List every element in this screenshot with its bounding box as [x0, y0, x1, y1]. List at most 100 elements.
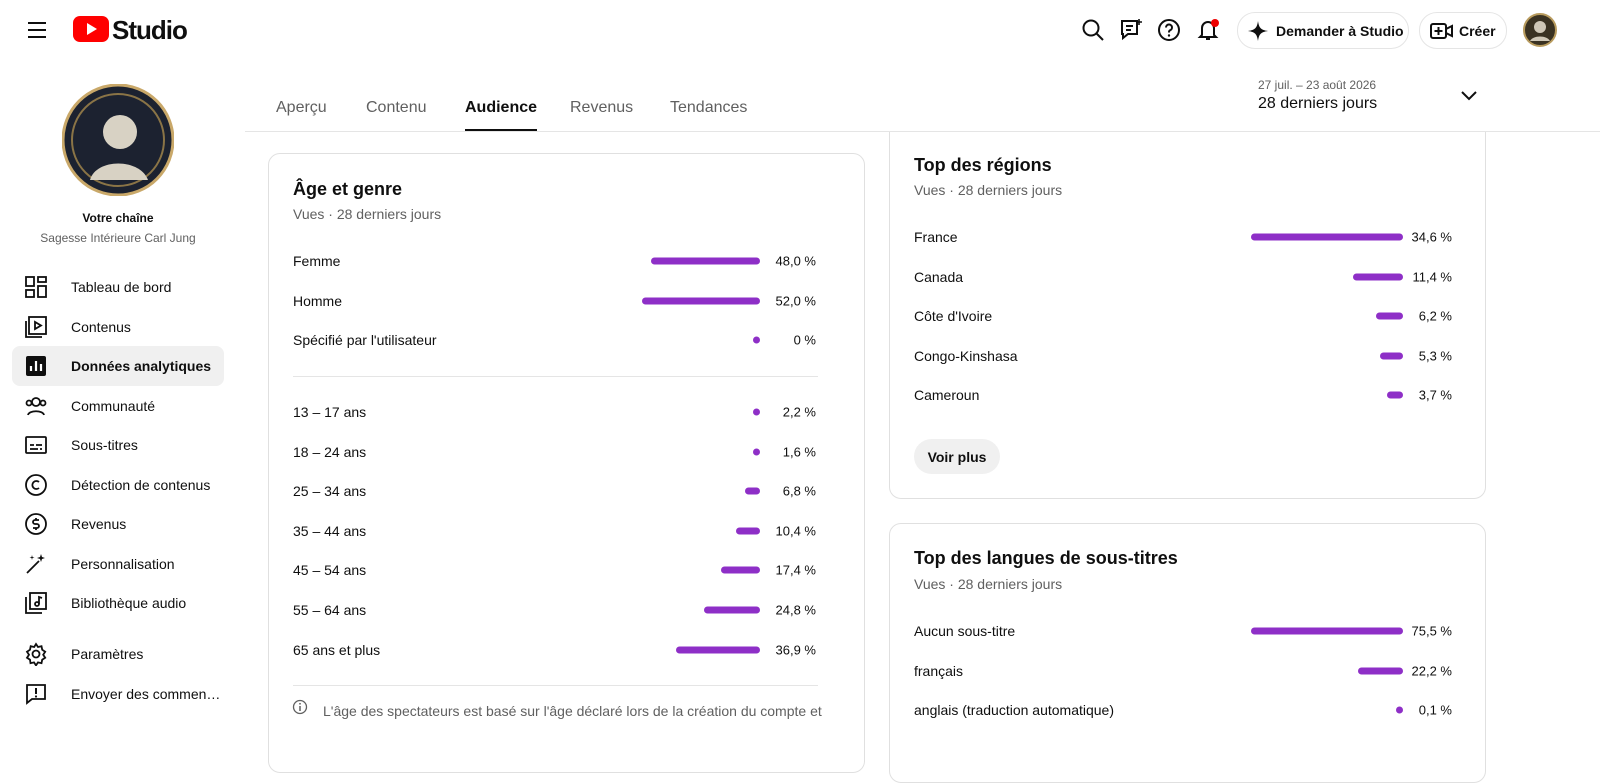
nav-icon [26, 553, 45, 574]
separator [293, 376, 818, 377]
tab-underline [465, 129, 537, 132]
tab[interactable]: Contenu [366, 99, 427, 116]
card-title: Top des langues de sous-titres [914, 548, 1178, 568]
row-value: 6,2 % [1418, 308, 1452, 324]
nav-icon [25, 642, 47, 666]
bar [736, 527, 760, 535]
nav-item[interactable]: Détection de contenus [71, 476, 211, 493]
row-label: France [914, 229, 958, 245]
row-label: Canada [914, 268, 964, 285]
tab[interactable]: Tendances [670, 99, 748, 116]
nav-icon [25, 592, 47, 614]
nav-item[interactable]: Contenus [71, 318, 131, 335]
row-value: 2,2 % [782, 404, 816, 420]
row-value: 24,8 % [775, 602, 816, 618]
bar [1375, 312, 1403, 320]
nav-item[interactable]: Personnalisation [71, 555, 175, 572]
row-label: français [914, 662, 964, 679]
date-range-dates: 27 juil. – 23 août 2026 [1258, 78, 1377, 92]
bar [753, 336, 760, 344]
logo-text[interactable]: Studio [112, 15, 188, 45]
info-icon [292, 699, 308, 715]
menu-button[interactable] [26, 20, 48, 40]
bar [1251, 627, 1403, 635]
languages-card: Top des langues de sous-titres Vues · 28 … [889, 523, 1486, 783]
tab-divider [245, 131, 1600, 132]
bar [1352, 273, 1403, 281]
bar [1386, 391, 1403, 399]
row-label: 13 – 17 ans [293, 404, 367, 420]
card-title: Top des régions [914, 155, 1052, 175]
nav-icon [25, 276, 47, 298]
nav-item[interactable]: Sous-titres [71, 437, 138, 453]
nav-icon [26, 356, 46, 376]
nav-item[interactable]: Données analytiques [71, 358, 212, 374]
logo-icon[interactable] [73, 16, 109, 42]
bar [1358, 667, 1403, 675]
channel-name: Sagesse Intérieure Carl Jung [40, 231, 196, 245]
date-range-label[interactable]: 28 derniers jours [1258, 95, 1378, 112]
bar [753, 408, 760, 416]
row-value: 22,2 % [1411, 663, 1452, 679]
bar [703, 606, 760, 614]
tab[interactable]: Revenus [570, 99, 634, 116]
row-value: 11,4 % [1412, 269, 1452, 285]
bar [753, 448, 760, 456]
row-label: Cameroun [914, 387, 980, 404]
nav-item[interactable]: Envoyer des commen… [71, 686, 221, 702]
bar [1379, 352, 1403, 360]
bar [1251, 233, 1403, 241]
bar [651, 257, 760, 265]
row-label: Spécifié par l'utilisateur [293, 332, 437, 349]
notifications-button[interactable] [1196, 17, 1222, 43]
row-label: anglais (traduction automatique) [914, 702, 1115, 719]
see-more-button[interactable]: Voir plus [914, 439, 1000, 474]
card-title: Âge et genre [293, 179, 403, 199]
bar [1396, 706, 1403, 714]
create-icon [1430, 23, 1453, 39]
row-value: 48,0 % [775, 253, 816, 269]
row-label: 45 – 54 ans [293, 562, 367, 579]
row-label: Congo-Kinshasa [914, 347, 1018, 364]
nav-icon [25, 513, 47, 535]
account-avatar[interactable] [1523, 13, 1557, 47]
channel-label: Votre chaîne [82, 211, 154, 225]
nav-item[interactable]: Communauté [71, 397, 156, 414]
row-label: 55 – 64 ans [293, 602, 367, 618]
row-value: 0 % [793, 332, 816, 348]
row-value: 10,4 % [775, 523, 816, 539]
ask-studio-label: Demander à Studio [1276, 23, 1404, 39]
create-label: Créer [1459, 23, 1496, 39]
age-gender-card: Âge et genre Vues · 28 derniers jours Femm… [268, 153, 865, 773]
separator [293, 685, 818, 686]
note: L'âge des spectateurs est basé sur l'âge… [323, 703, 822, 719]
bar [744, 487, 760, 495]
date-range-chevron[interactable] [1460, 89, 1478, 103]
channel-avatar[interactable] [62, 84, 174, 196]
sparkle-icon [1248, 21, 1268, 41]
bar [676, 646, 760, 654]
nav-item[interactable]: Tableau de bord [71, 279, 172, 295]
row-value: 0,1 % [1418, 702, 1452, 718]
nav-item[interactable]: Bibliothèque audio [71, 595, 187, 611]
row-label: 35 – 44 ans [293, 522, 367, 539]
row-value: 36,9 % [775, 642, 816, 658]
row-label: Côte d'Ivoire [914, 308, 993, 325]
ask-studio-button[interactable]: Demander à Studio [1237, 12, 1409, 49]
nav-icon [25, 396, 47, 415]
help-button[interactable] [1157, 18, 1181, 42]
row-label: Homme [293, 292, 343, 309]
nav-icon [25, 315, 47, 338]
row-value: 6,8 % [782, 483, 816, 499]
tab[interactable]: Aperçu [276, 99, 327, 116]
search-button[interactable] [1081, 18, 1105, 42]
create-button[interactable]: Créer [1419, 12, 1507, 49]
bar [642, 297, 760, 305]
tab[interactable]: Audience [465, 99, 538, 116]
row-label: 18 – 24 ans [293, 443, 367, 460]
nav-item[interactable]: Revenus [71, 516, 127, 532]
card-subtitle: Vues · 28 derniers jours [914, 182, 1063, 198]
feedback-button[interactable] [1119, 18, 1143, 42]
nav-item[interactable]: Paramètres [71, 646, 144, 662]
row-label: Femme [293, 253, 341, 269]
